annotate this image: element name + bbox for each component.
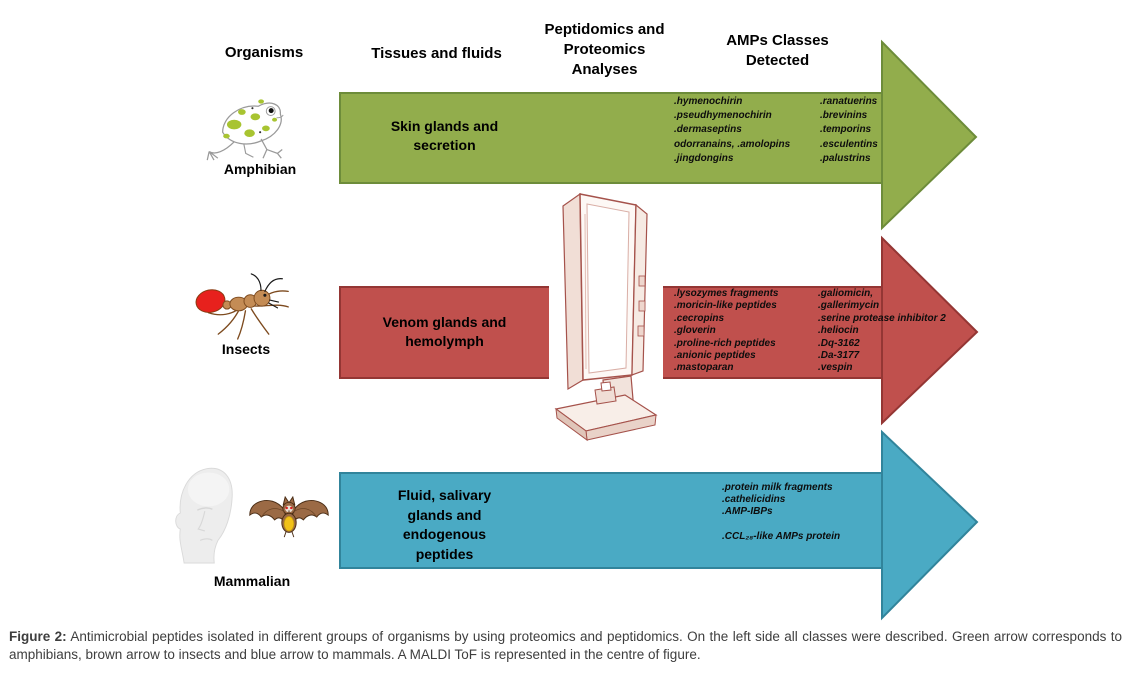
- tissue-label-insects: Venom glands and hemolymph: [382, 314, 507, 349]
- column-header-organisms: Organisms: [224, 44, 304, 61]
- column-header-amps-detected: AMPs Classes Detected: [726, 32, 829, 69]
- column-header-tissues-fluids: Tissues and fluids: [371, 45, 502, 62]
- amp-class-item: .gallerimycin: [818, 300, 880, 312]
- amp-class-item: .heliocin: [818, 325, 859, 337]
- amp-classes-insects-right-column: .galiomicin, .gallerimycin .serine proteas…: [818, 288, 968, 375]
- amp-class-item: .brevinins: [820, 110, 868, 122]
- amp-class-item: .vespin: [818, 362, 853, 374]
- figure-caption-text: Antimicrobial peptides isolated in diffe…: [9, 629, 1123, 662]
- amp-class-item: .palustrins: [820, 152, 871, 164]
- amp-class-item: .CCL₂₈-like AMPs protein: [722, 530, 841, 542]
- human-head-illustration: [175, 467, 233, 564]
- amp-class-item: .hymenochirin: [674, 96, 743, 107]
- bat-illustration: [249, 496, 329, 538]
- amp-class-item: .ranatuerins: [820, 96, 878, 107]
- ant-illustration: [195, 273, 289, 340]
- amp-class-item: .galiomicin,: [818, 288, 874, 299]
- amp-class-item: .anionic peptides: [674, 350, 756, 362]
- figure-caption: Figure 2: Antimicrobial peptides isolate…: [9, 628, 1122, 663]
- amp-classes-insects-left-column: .lysozymes fragments .moricin-like peptid…: [674, 288, 814, 375]
- amp-class-item: .moricin-like peptides: [674, 300, 777, 312]
- amp-classes-amphibian-left-column: .hymenochirin .pseudhymenochirin .dermasep…: [674, 95, 819, 166]
- amp-class-item: .lysozymes fragments: [674, 288, 779, 299]
- amp-class-item: .dermaseptins: [674, 124, 742, 136]
- amp-class-item: .mastoparan: [674, 362, 734, 374]
- amp-class-item: .esculentins: [820, 138, 878, 150]
- organism-label-amphibian: Amphibian: [223, 161, 297, 177]
- mammalian-arrow-body: [339, 472, 883, 569]
- amp-class-item: .serine protease inhibitor 2: [818, 312, 946, 324]
- amp-class-item: .Da-3177: [818, 350, 860, 362]
- amp-class-item: .temporins: [820, 124, 872, 136]
- tissue-label-mammalian: Fluid, salivary glands and endogenous pe…: [397, 487, 492, 562]
- amp-classes-amphibian-right-column: .ranatuerins .brevinins .temporins .esculen…: [820, 95, 940, 166]
- amp-class-item: .cecropins: [674, 312, 725, 324]
- amp-class-item: .gloverin: [674, 325, 716, 337]
- amp-class-item: odorranains, .amolopins: [674, 138, 791, 150]
- amphibian-arrow-head: [881, 39, 978, 231]
- frog-illustration: [206, 99, 284, 161]
- tissue-label-amphibian: Skin glands and secretion: [390, 118, 499, 153]
- amp-class-item: .jingdongins: [674, 152, 734, 164]
- column-header-analyses: Peptidomics and Proteomics Analyses: [544, 21, 665, 78]
- amp-class-item: [722, 519, 892, 531]
- amp-class-item: .Dq-3162: [818, 337, 860, 349]
- maldi-tof-drawing: [554, 192, 658, 442]
- amphibian-arrow-body: [339, 92, 883, 184]
- amp-class-item: .AMP-IBPs: [722, 506, 773, 518]
- amp-class-item: .proline-rich peptides: [674, 337, 776, 349]
- amp-class-item: .protein milk fragments: [722, 482, 833, 493]
- amp-class-item: .cathelicidins: [722, 494, 786, 506]
- organism-label-insects: Insects: [221, 341, 271, 357]
- organism-label-mammalian: Mammalian: [213, 573, 291, 589]
- figure-caption-label: Figure 2:: [9, 629, 67, 644]
- amp-classes-mammalian-column: .protein milk fragments .cathelicidins .AM…: [722, 482, 892, 543]
- amp-class-item: .pseudhymenochirin: [674, 110, 772, 122]
- maldi-tof-illustration: [549, 184, 663, 442]
- insects-arrow-head: [881, 235, 979, 426]
- mammalian-arrow-head: [881, 429, 979, 621]
